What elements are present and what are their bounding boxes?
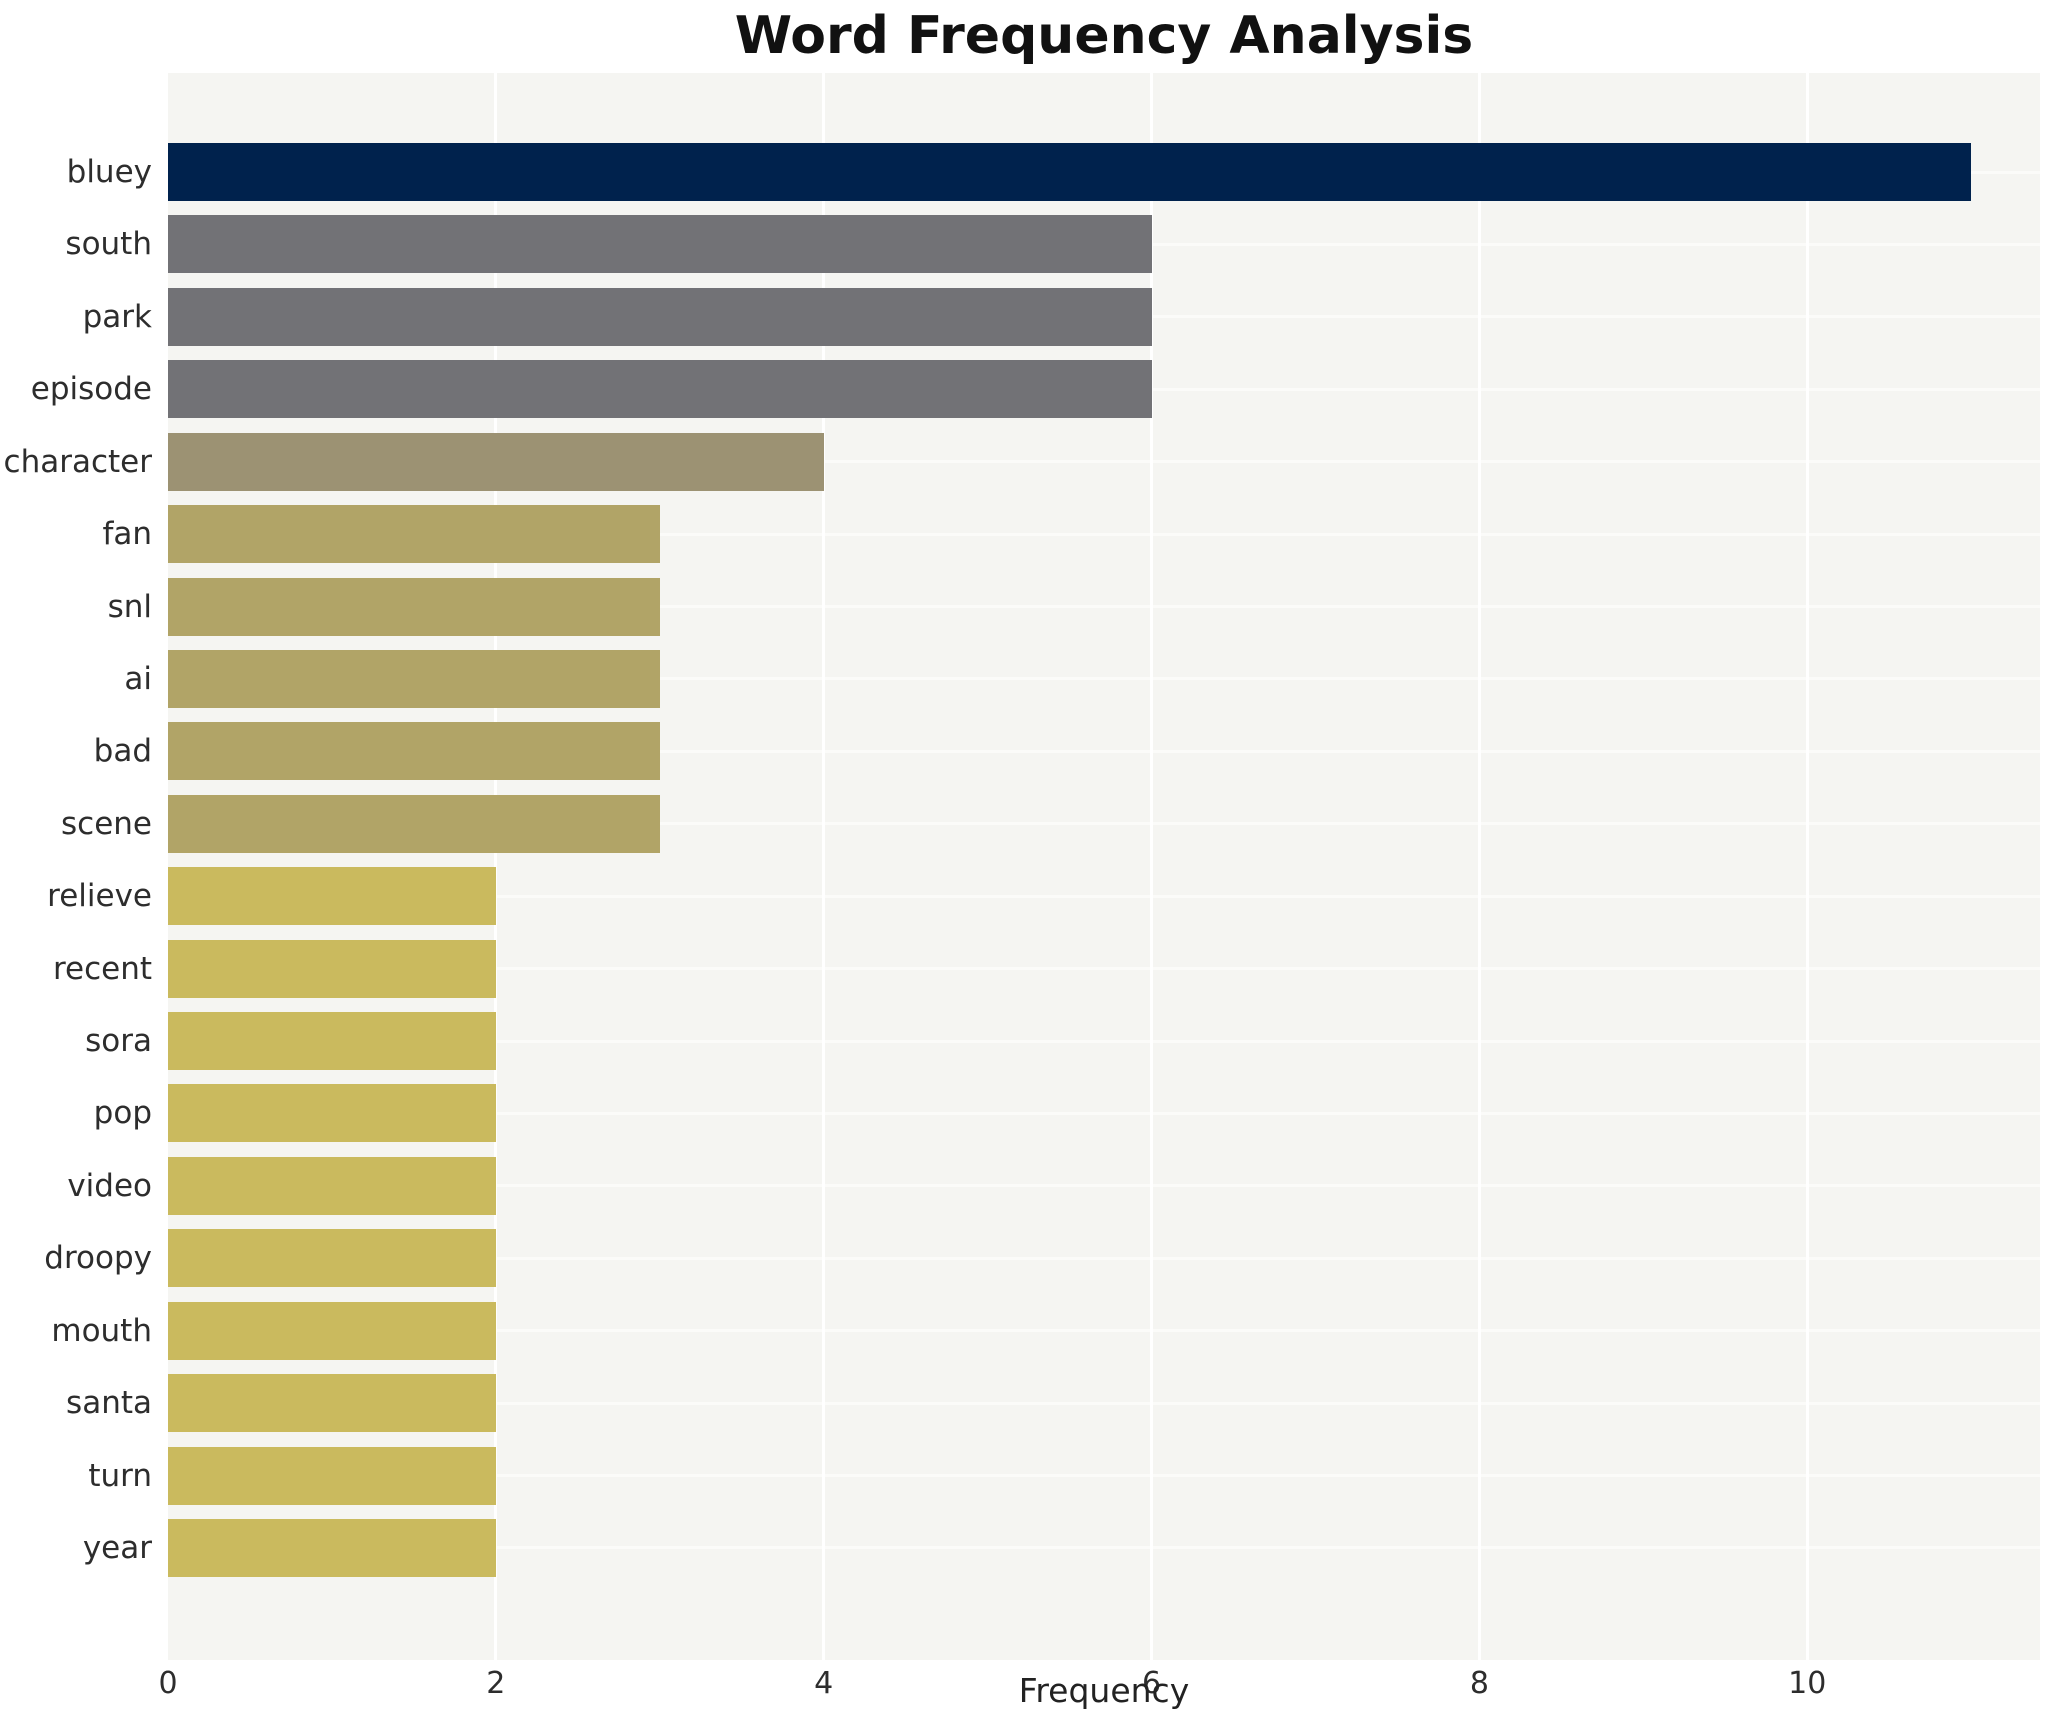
bar-relieve (168, 867, 496, 926)
category-label-snl: snl (107, 588, 152, 625)
bar-scene (168, 794, 660, 853)
x-tick-label-10: 10 (1788, 1666, 1827, 1701)
bar-park (168, 287, 1152, 346)
gridline-y (168, 894, 2040, 898)
bar-bluey (168, 143, 1972, 201)
category-label-relieve: relieve (47, 878, 152, 915)
gridline-x (1477, 73, 1481, 1660)
x-tick-label-8: 8 (1469, 1666, 1489, 1701)
category-label-episode: episode (30, 371, 152, 408)
gridline-y (168, 1039, 2040, 1043)
gridline-y (168, 1474, 2040, 1478)
category-label-park: park (82, 298, 152, 335)
gridline-y (168, 1401, 2040, 1405)
category-label-pop: pop (93, 1095, 152, 1132)
bar-droopy (168, 1229, 496, 1288)
bar-pop (168, 1084, 496, 1143)
category-label-santa: santa (66, 1385, 152, 1422)
plot-area (168, 73, 2040, 1660)
category-label-sora: sora (85, 1023, 152, 1060)
gridline-y (168, 749, 2040, 753)
gridline-y (168, 967, 2040, 971)
category-label-video: video (67, 1167, 152, 1204)
gridline-y (168, 822, 2040, 826)
x-tick-label-2: 2 (486, 1666, 506, 1701)
gridline-y (168, 1546, 2040, 1550)
x-tick-label-6: 6 (1141, 1666, 1162, 1701)
category-label-south: south (65, 226, 152, 263)
bar-recent (168, 939, 496, 998)
category-label-droopy: droopy (44, 1240, 152, 1277)
category-label-fan: fan (102, 516, 152, 553)
x-axis-title: Frequency (1018, 1671, 1190, 1710)
gridline-y (168, 677, 2040, 681)
bar-year (168, 1518, 496, 1577)
bar-turn (168, 1446, 496, 1505)
bar-santa (168, 1374, 496, 1433)
bar-snl (168, 577, 660, 636)
gridline-y (168, 532, 2040, 536)
bar-character (168, 432, 824, 491)
chart-title: Word Frequency Analysis (734, 6, 1474, 66)
x-tick-label-4: 4 (814, 1666, 834, 1701)
category-label-bluey: bluey (66, 154, 152, 190)
gridline-x (1805, 73, 1809, 1660)
bar-episode (168, 360, 1152, 419)
gridline-y (168, 605, 2040, 609)
category-label-year: year (82, 1529, 152, 1566)
category-label-character: character (3, 443, 152, 480)
bar-ai (168, 649, 660, 708)
gridline-x (1150, 73, 1154, 1660)
bar-south (168, 215, 1152, 274)
category-label-scene: scene (61, 805, 152, 842)
gridline-y (168, 1256, 2040, 1260)
category-label-recent: recent (52, 950, 152, 987)
gridline-y (168, 1329, 2040, 1333)
gridline-y (168, 460, 2040, 464)
gridline-x (494, 73, 498, 1660)
gridline-y (168, 1184, 2040, 1188)
x-tick-label-0: 0 (158, 1666, 178, 1701)
bar-sora (168, 1012, 496, 1071)
bar-video (168, 1156, 496, 1215)
gridline-y (168, 1111, 2040, 1115)
category-label-bad: bad (93, 733, 152, 770)
category-label-mouth: mouth (51, 1312, 152, 1349)
gridline-x (822, 73, 826, 1660)
category-label-turn: turn (88, 1457, 152, 1494)
bar-fan (168, 505, 660, 564)
bar-mouth (168, 1301, 496, 1360)
bar-bad (168, 722, 660, 781)
category-label-ai: ai (124, 660, 152, 697)
